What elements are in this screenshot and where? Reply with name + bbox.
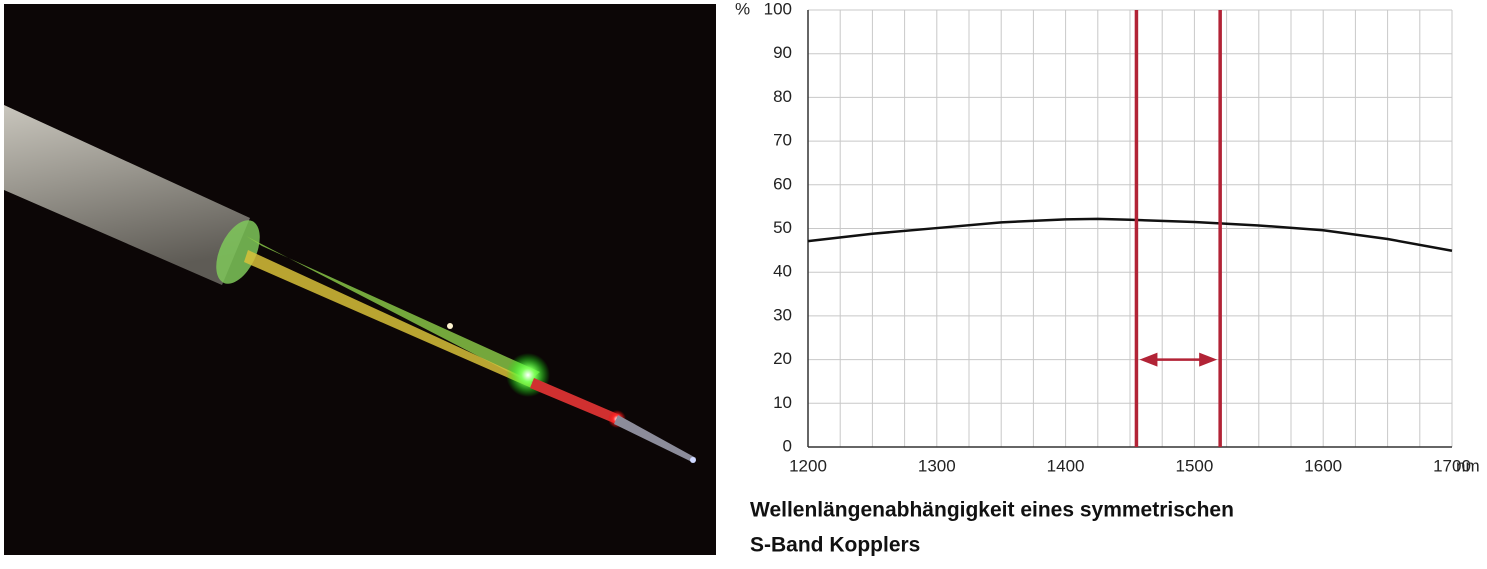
y-tick-label: 30 xyxy=(773,305,792,324)
x-tick-label: 1300 xyxy=(918,456,956,475)
data-line xyxy=(807,217,1453,253)
x-tick-label: 1400 xyxy=(1047,456,1085,475)
y-tick-label: 100 xyxy=(764,0,792,18)
y-tick-label: 60 xyxy=(773,174,792,193)
y-tick-label: 90 xyxy=(773,43,792,62)
caption: Wellenlängenabhängigkeit eines symmetris… xyxy=(750,499,1234,522)
x-unit: nm xyxy=(1456,456,1480,475)
arrow-head xyxy=(1199,352,1218,367)
y-tick-label: 50 xyxy=(773,218,792,237)
arrow-head xyxy=(1139,352,1158,367)
y-unit: % xyxy=(735,0,750,18)
y-tick-label: 40 xyxy=(773,262,792,281)
x-tick-label: 1700 xyxy=(1433,456,1471,475)
x-tick-label: 1500 xyxy=(1175,456,1213,475)
y-tick-label: 80 xyxy=(773,87,792,106)
y-tick-label: 20 xyxy=(773,349,792,368)
y-tick-label: 70 xyxy=(773,131,792,150)
photo xyxy=(4,4,716,555)
x-tick-label: 1600 xyxy=(1304,456,1342,475)
y-tick-label: 10 xyxy=(773,393,792,412)
x-tick-label: 1200 xyxy=(789,456,827,475)
caption: S-Band Kopplers xyxy=(750,534,920,557)
y-tick-label: 0 xyxy=(783,436,792,455)
